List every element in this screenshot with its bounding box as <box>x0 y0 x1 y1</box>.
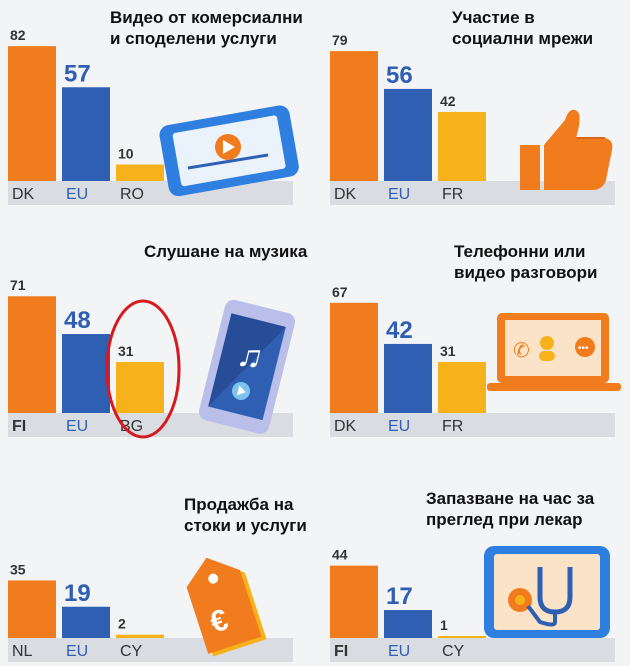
category-label: DK <box>334 418 357 435</box>
chart-5-title: Продажба на стоки и услуги <box>184 495 307 535</box>
value-label: 17 <box>386 583 413 610</box>
bar-fi <box>8 296 56 413</box>
value-label: 10 <box>118 146 134 162</box>
chart-1-title: Видео от комерсиални и споделени услуги <box>110 8 303 48</box>
bar-eu <box>384 343 432 413</box>
category-label: CY <box>442 643 465 660</box>
chart-panel-music: 71 FI 48 EU 31 BG Слушане на музика ♫ <box>8 237 308 439</box>
bar-nl <box>8 580 56 638</box>
bar-ro <box>116 164 164 181</box>
category-label: FR <box>442 418 463 435</box>
stethoscope-tablet-icon <box>484 546 610 638</box>
bar-eu <box>62 334 110 413</box>
category-label: EU <box>388 643 410 660</box>
thumbs-up-icon <box>520 109 613 190</box>
chart-4-title: Телефонни или видео разговори <box>454 242 598 282</box>
value-label: 42 <box>386 317 413 344</box>
value-label: 31 <box>440 343 456 359</box>
category-label: EU <box>66 643 88 660</box>
value-label: 57 <box>64 60 91 87</box>
bar-dk <box>330 302 378 413</box>
chart-3-title: Слушане на музика <box>144 242 308 261</box>
value-label: 2 <box>118 616 126 632</box>
chart-baseline <box>8 181 293 205</box>
value-label: 71 <box>10 277 26 293</box>
chart-6-title: Запазване на час за преглед при лекар <box>426 489 595 529</box>
value-label: 35 <box>10 561 26 577</box>
highlight-circle <box>105 299 181 439</box>
category-label: FI <box>12 418 26 435</box>
bar-eu <box>384 610 432 638</box>
bar-dk <box>330 51 378 181</box>
bar-eu <box>62 606 110 638</box>
music-phone-icon: ♫ <box>199 299 296 434</box>
bar-bg <box>116 362 164 413</box>
category-label: DK <box>12 186 35 203</box>
chart-panel-calls: 67 DK 42 EU 31 FR Телефонни или видео разгово… <box>330 237 630 437</box>
category-label: EU <box>66 186 88 203</box>
category-label: EU <box>388 418 410 435</box>
chart-2-title: Участие в социални мрежи <box>452 8 594 48</box>
chart-panel-sales: 35 NL 19 EU 2 CY Продажба на стоки и услуги € <box>8 462 308 662</box>
bar-fi <box>330 565 378 638</box>
chart-1-bars: 82DKNL57EU10RO <box>8 27 293 205</box>
bar-cy <box>116 634 164 638</box>
value-label: 82 <box>10 27 26 43</box>
video-call-laptop-icon: ✆ ••• <box>487 313 621 391</box>
category-label: FI <box>334 643 348 660</box>
value-label: 79 <box>332 32 348 48</box>
category-label: EU <box>66 418 88 435</box>
svg-text:✆: ✆ <box>513 340 530 362</box>
bar-cy <box>438 636 486 638</box>
video-tablet-icon <box>159 105 299 197</box>
svg-text:•••: ••• <box>578 343 589 354</box>
category-label: DK <box>334 186 357 203</box>
chart-panel-video: 82DKNL57EU10RO Видео от комерсиални и сп… <box>8 5 308 205</box>
category-label: CY <box>120 643 143 660</box>
category-label: RO <box>120 186 144 203</box>
chart-2-bars: 79 DK 56 EU 42 FR <box>330 32 615 205</box>
chart-baseline <box>330 638 615 662</box>
value-label: 67 <box>332 284 348 300</box>
chart-panel-social: 79 DK 56 EU 42 FR Участие в социални мрежи <box>330 5 630 205</box>
chart-6-bars: 44 FI 17 EU 1 CY <box>330 547 615 662</box>
value-label: 42 <box>440 93 456 109</box>
bar-eu <box>62 87 110 181</box>
category-label: FR <box>442 186 463 203</box>
chart-4-bars: 67 DK 42 EU 31 FR <box>330 284 615 437</box>
bar-dk <box>8 46 56 182</box>
value-label: 19 <box>64 580 91 607</box>
chart-panel-doctor: 44 FI 17 EU 1 CY Запазване на час за преглед … <box>330 462 630 662</box>
bar-eu <box>384 88 432 181</box>
bar-fr <box>438 362 486 413</box>
value-label: 1 <box>440 617 448 633</box>
value-label: 44 <box>332 547 348 563</box>
value-label: 48 <box>64 307 91 334</box>
category-label: EU <box>388 186 410 203</box>
euro-price-tag-icon: € <box>186 557 267 657</box>
chart-baseline <box>330 413 615 437</box>
bar-fr <box>438 111 486 181</box>
value-label: 56 <box>386 62 413 89</box>
value-label: 31 <box>118 343 134 359</box>
category-label: NL <box>12 643 33 660</box>
